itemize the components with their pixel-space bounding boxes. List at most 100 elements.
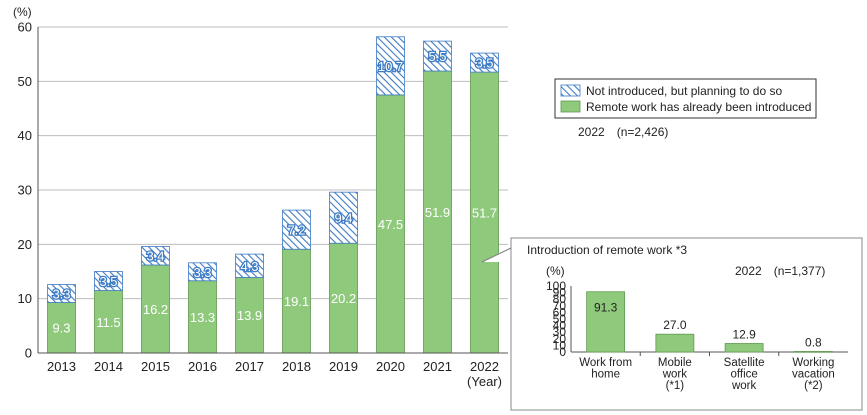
x-tick-label: 2015	[141, 359, 170, 374]
data-label-introduced: 20.2	[331, 291, 356, 306]
x-tick-label: 2018	[282, 359, 311, 374]
callout-line	[481, 247, 512, 263]
inset-y-axis-label: (%)	[546, 264, 565, 278]
inset-y-tick-label: 40	[553, 319, 567, 333]
inset-y-tick-label: 90	[553, 286, 567, 300]
inset-x-tick-label: Mobile	[658, 357, 692, 369]
x-tick-label: 2013	[47, 359, 76, 374]
inset-title: Introduction of remote work *3	[527, 243, 687, 257]
data-label-introduced: 51.9	[425, 205, 450, 220]
inset-chart: Introduction of remote work *3 (%) 2022 (n…	[481, 237, 863, 411]
data-label-planning: 5.5	[428, 49, 446, 64]
inset-box	[510, 237, 863, 411]
bar-introduced	[188, 280, 217, 354]
inset-y-tick-label: 10	[553, 338, 567, 352]
inset-y-tick-label: 20	[553, 332, 567, 346]
x-tick-label: 2021	[423, 359, 452, 374]
inset-x-tick-label: home	[591, 369, 620, 381]
data-label-planning: 3.5	[475, 56, 493, 71]
inset-data-label: 0.8	[805, 335, 822, 349]
inset-data-label: 12.9	[732, 327, 756, 341]
legend-label-planning: Not introduced, but planning to do so	[586, 84, 782, 98]
y-axis-label: (%)	[13, 5, 32, 19]
data-label-introduced: 9.3	[52, 321, 70, 336]
inset-y-tick-label: 70	[553, 299, 567, 313]
x-tick-label: 2016	[188, 359, 217, 374]
x-tick-label: 2020	[376, 359, 405, 374]
inset-bar	[655, 333, 695, 353]
bar-planning	[376, 36, 405, 96]
data-label-planning: 3.3	[52, 287, 70, 302]
data-label-planning: 10.7	[378, 59, 403, 74]
main-bars: 9.3 3.3 11.5 3.5 16.2 3.4 13.3 3.3 13.9 4.3 19.1 7.…	[47, 36, 499, 354]
data-label-introduced: 13.3	[190, 310, 215, 325]
data-label-introduced: 51.7	[472, 206, 497, 221]
y-tick-label: 20	[18, 237, 32, 252]
x-tick-label: 2014	[94, 359, 123, 374]
inset-bar	[793, 351, 833, 353]
bar-planning	[188, 262, 217, 282]
inset-y-tick-label: 30	[553, 325, 567, 339]
inset-sample-note: 2022 (n=1,377)	[735, 264, 825, 278]
bar-planning	[141, 246, 170, 266]
inset-x-tick-label: (*2)	[804, 380, 823, 392]
inset-data-label: 27.0	[663, 318, 687, 332]
data-label-introduced: 11.5	[96, 315, 120, 330]
inset-bar	[724, 343, 764, 353]
y-tick-label: 50	[18, 74, 32, 89]
x-tick-label: 2017	[235, 359, 264, 374]
inset-x-tick-label: vacation	[792, 369, 835, 381]
x-tick-label: 2019	[329, 359, 358, 374]
data-label-introduced: 19.1	[284, 294, 309, 309]
x-axis-label: (Year)	[467, 374, 502, 389]
y-tick-label: 30	[18, 183, 32, 198]
inset-x-tick-label: work	[731, 380, 757, 392]
inset-y-tick-label: 60	[553, 305, 567, 319]
main-axes: 0 10 20 30 40 50 60(%) 2013 2014 2015 2016 2017 2018…	[13, 5, 508, 389]
inset-bar	[586, 291, 626, 353]
data-label-introduced: 47.5	[378, 217, 403, 232]
bar-introduced	[329, 242, 358, 354]
bar-planning	[470, 52, 499, 73]
y-tick-label: 40	[18, 128, 32, 143]
legend-label-introduced: Remote work has already been introduced	[586, 100, 811, 114]
x-tick-label: 2022	[470, 359, 499, 374]
data-label-planning: 3.5	[99, 274, 117, 289]
y-tick-label: 60	[18, 20, 32, 35]
bar-planning	[329, 191, 358, 244]
bar-planning	[282, 209, 311, 250]
data-label-introduced: 13.9	[237, 308, 262, 323]
bar-planning	[235, 253, 264, 278]
bar-planning	[47, 284, 76, 303]
data-label-planning: 3.4	[146, 249, 164, 264]
main-sample-note: 2022 (n=2,426)	[578, 125, 668, 139]
data-label-planning: 3.3	[193, 265, 211, 280]
bar-introduced	[470, 71, 499, 354]
inset-data-label: 91.3	[594, 301, 618, 315]
inset-y-tick-label: 0	[559, 345, 566, 359]
inset-y-tick-label: 50	[553, 312, 567, 326]
legend-box	[554, 78, 817, 119]
data-label-planning: 4.3	[240, 259, 258, 274]
inset-x-tick-label: Satellite	[724, 357, 765, 369]
inset-x-tick-label: work	[662, 369, 688, 381]
data-label-planning: 7.2	[287, 223, 305, 238]
legend-swatch-introduced	[560, 100, 581, 113]
data-label-planning: 9.4	[334, 211, 352, 226]
y-tick-label: 0	[25, 346, 32, 361]
bar-introduced	[235, 277, 264, 354]
bar-planning	[423, 40, 452, 72]
legend-swatch-planning	[560, 84, 581, 97]
inset-x-tick-label: office	[730, 369, 757, 381]
inset-x-tick-label: Working	[792, 357, 834, 369]
data-label-introduced: 16.2	[143, 302, 168, 317]
inset-y-tick-label: 100	[546, 279, 566, 293]
y-tick-label: 10	[18, 291, 32, 306]
inset-x-tick-label: (*1)	[666, 380, 685, 392]
bar-planning	[94, 271, 123, 291]
inset-x-tick-label: Work from	[579, 357, 632, 369]
legend: Not introduced, but planning to do so Rem…	[554, 78, 817, 139]
inset-y-tick-label: 80	[553, 292, 567, 306]
